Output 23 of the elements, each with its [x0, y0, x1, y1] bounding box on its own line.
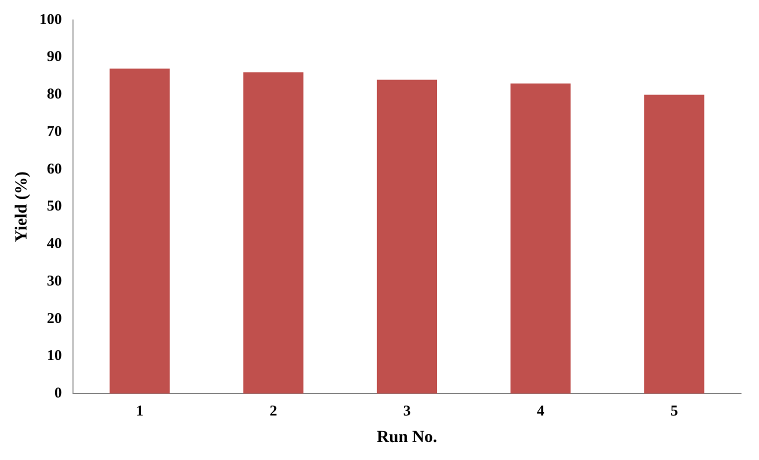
- y-tick-label: 90: [46, 49, 62, 66]
- bar: [510, 84, 571, 394]
- x-tick-label: 4: [536, 403, 545, 420]
- y-tick-label: 100: [39, 12, 62, 28]
- y-tick-label: 70: [46, 124, 62, 140]
- y-tick-label: 80: [46, 86, 62, 103]
- x-tick-label: 5: [670, 403, 678, 420]
- y-axis-title: Yield (%): [12, 171, 31, 242]
- bar: [376, 80, 438, 394]
- y-tick-label: 10: [46, 348, 62, 364]
- y-tick-label: 20: [46, 310, 62, 327]
- bar: [110, 68, 170, 394]
- x-tick-label: 1: [136, 403, 144, 420]
- x-tick-label: 3: [403, 403, 411, 420]
- y-tick-label: 60: [46, 161, 62, 178]
- y-tick-label: 40: [46, 236, 62, 252]
- x-axis-title: Run No.: [376, 427, 438, 446]
- y-tick-label: 0: [54, 385, 62, 402]
- bar: [644, 94, 704, 394]
- bar: [243, 72, 304, 394]
- y-tick-label: 30: [46, 273, 62, 290]
- y-tick-label: 50: [46, 198, 62, 215]
- x-tick-label: 2: [270, 403, 278, 420]
